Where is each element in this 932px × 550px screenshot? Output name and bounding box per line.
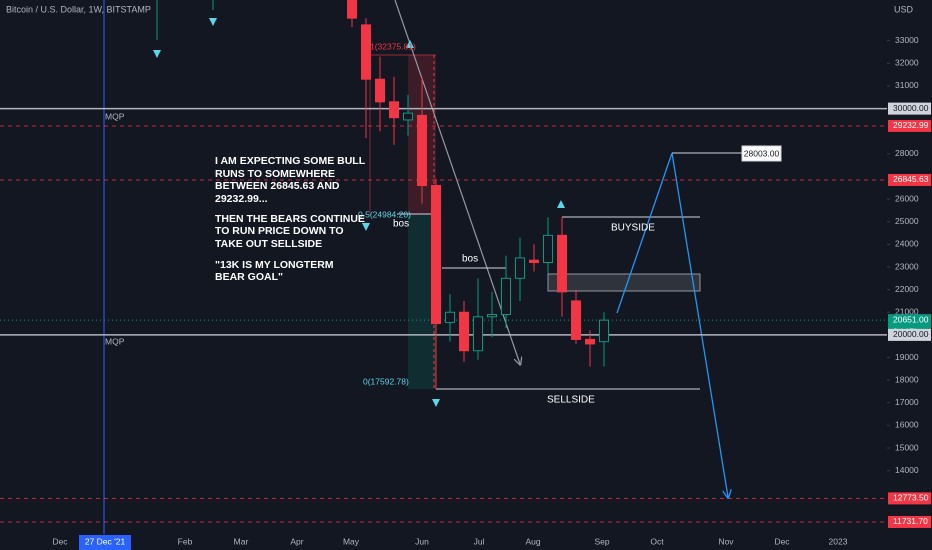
x-tick-label: Mar bbox=[234, 536, 249, 546]
y-tick-label: 28000 bbox=[895, 148, 919, 158]
fib-label: 0(17592.78) bbox=[363, 376, 409, 386]
candle-body bbox=[571, 300, 581, 340]
candle-body bbox=[347, 0, 357, 19]
target-box bbox=[741, 145, 782, 162]
x-tick-label: Nov bbox=[718, 536, 734, 546]
x-tick-label: Aug bbox=[525, 536, 540, 546]
x-tick-label: May bbox=[343, 536, 360, 546]
price-label: 29232.99 bbox=[893, 120, 929, 130]
candle-body bbox=[515, 257, 525, 279]
y-tick-label: 22000 bbox=[895, 284, 919, 294]
x-tick-label: Dec bbox=[774, 536, 790, 546]
y-tick-label: 23000 bbox=[895, 261, 919, 271]
y-tick-label: 15000 bbox=[895, 442, 919, 452]
price-tag bbox=[888, 173, 931, 186]
candle-body bbox=[403, 112, 413, 121]
y-tick-label: 31000 bbox=[895, 80, 919, 90]
x-tick-label: 2023 bbox=[829, 536, 848, 546]
price-label: 30000.00 bbox=[893, 103, 929, 113]
sellside-label: SELLSIDE bbox=[547, 395, 595, 406]
target-label: 28003.00 bbox=[744, 148, 780, 158]
x-tick-label: Oct bbox=[650, 536, 664, 546]
currency: USD bbox=[894, 4, 914, 14]
candle-body bbox=[417, 114, 427, 187]
price-label: 26845.63 bbox=[893, 174, 929, 184]
price-tag bbox=[888, 119, 931, 132]
y-tick-label: 24000 bbox=[895, 239, 919, 249]
price-label: 20000.00 bbox=[893, 329, 929, 339]
price-tag bbox=[888, 328, 931, 341]
y-tick-label: 33000 bbox=[895, 35, 919, 45]
x-tick-label: 27 Dec '21 bbox=[85, 536, 126, 546]
y-tick-label: 18000 bbox=[895, 374, 919, 384]
zone-box bbox=[547, 273, 701, 292]
annotation: 29232.99... bbox=[215, 193, 268, 205]
x-tick-label: Jun bbox=[415, 536, 429, 546]
x-tick-label: Apr bbox=[290, 536, 303, 546]
annotation: RUNS TO SOMEWHERE bbox=[215, 168, 335, 180]
trend-line bbox=[394, 0, 520, 364]
y-tick-label: 17000 bbox=[895, 397, 919, 407]
candle-body bbox=[431, 185, 441, 325]
chart-title: Bitcoin / U.S. Dollar, 1W, BITSTAMP bbox=[6, 4, 151, 14]
candle-body bbox=[585, 338, 595, 345]
bos-label: bos bbox=[462, 254, 478, 265]
annotation: "13K IS MY LONGTERM bbox=[215, 259, 334, 271]
candle-body bbox=[361, 24, 371, 80]
x-tick-label: Dec bbox=[52, 536, 68, 546]
annotation: TO RUN PRICE DOWN TO bbox=[215, 225, 344, 237]
y-tick-label: 26000 bbox=[895, 193, 919, 203]
fib-label: 0.5(24984.20) bbox=[358, 209, 411, 219]
price-tag bbox=[888, 492, 931, 505]
x-tick-label: Sep bbox=[594, 536, 609, 546]
annotation: BETWEEN 26845.63 AND bbox=[215, 180, 340, 192]
date-tag bbox=[79, 535, 131, 550]
price-label: 20651.00 bbox=[893, 314, 929, 324]
annotation: I AM EXPECTING SOME BULL bbox=[215, 155, 366, 167]
y-tick-label: 32000 bbox=[895, 58, 919, 68]
candle-body bbox=[557, 234, 567, 293]
x-tick-label: Feb bbox=[178, 536, 193, 546]
annotation: TAKE OUT SELLSIDE bbox=[215, 238, 322, 250]
candle-body bbox=[473, 316, 483, 352]
candle-body bbox=[543, 234, 553, 263]
time-axis bbox=[0, 534, 932, 550]
level-tag: MQP bbox=[105, 336, 125, 346]
price-tag bbox=[888, 102, 931, 115]
candle-body bbox=[599, 319, 609, 343]
annotation: BEAR GOAL" bbox=[215, 271, 283, 283]
bos-label: bos bbox=[393, 219, 409, 230]
x-tick-label: Jul bbox=[474, 536, 485, 546]
candle-body bbox=[529, 259, 539, 263]
candle-body bbox=[487, 314, 497, 318]
price-label: 11731.70 bbox=[893, 516, 928, 526]
y-tick-label: 14000 bbox=[895, 465, 919, 475]
y-tick-label: 21000 bbox=[895, 307, 919, 317]
candle-body bbox=[501, 277, 511, 316]
projection bbox=[616, 152, 728, 497]
plot-area bbox=[0, 0, 887, 534]
y-tick-label: 16000 bbox=[895, 420, 919, 430]
y-tick-label: 25000 bbox=[895, 216, 919, 226]
price-axis bbox=[887, 0, 932, 550]
candle-body bbox=[445, 311, 455, 323]
y-tick-label: 19000 bbox=[895, 352, 919, 362]
fib-label: 1(32375.81) bbox=[370, 41, 416, 51]
price-label: 12773.50 bbox=[893, 493, 929, 503]
annotation: THEN THE BEARS CONTINUE bbox=[215, 213, 365, 225]
candle-body bbox=[459, 311, 469, 352]
price-tag bbox=[888, 515, 931, 528]
candle-body bbox=[375, 78, 385, 103]
level-tag: MQP bbox=[105, 111, 125, 121]
buyside-label: BUYSIDE bbox=[611, 223, 655, 234]
candle-body bbox=[389, 101, 399, 119]
